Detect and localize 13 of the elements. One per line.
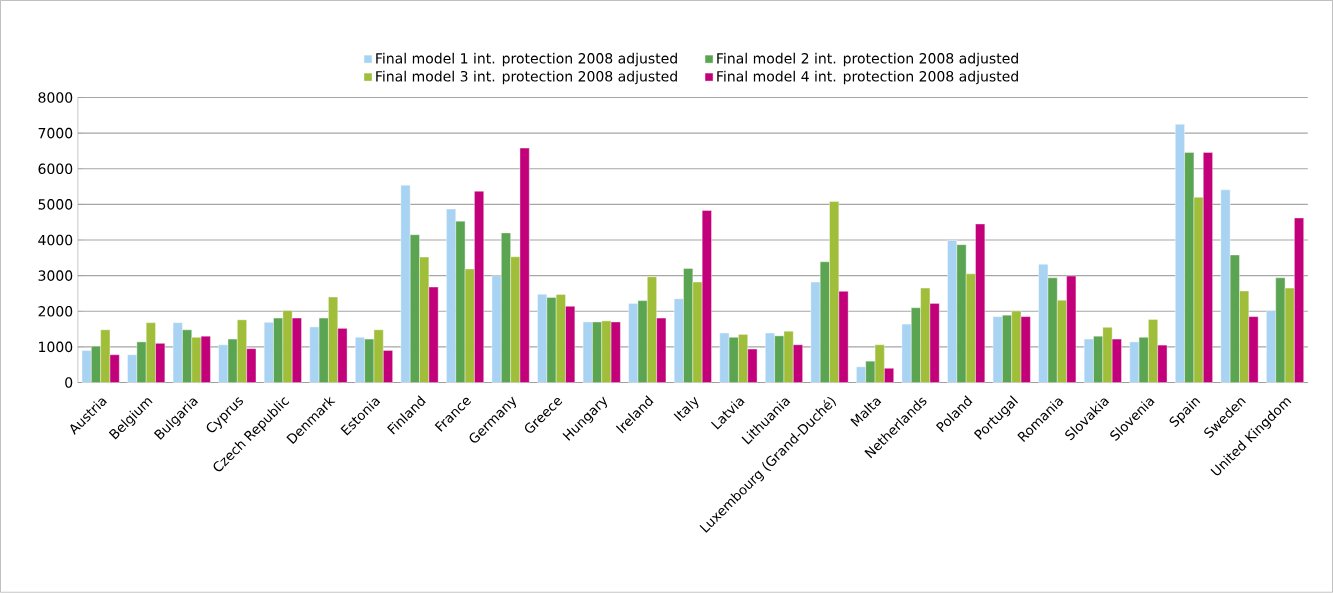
legend-label: Final model 3 int. protection 2008 adjusted xyxy=(376,70,677,85)
legend-label: Final model 4 int. protection 2008 adjusted xyxy=(717,70,1018,85)
y-tick-label: 8000 xyxy=(38,92,73,103)
y-tick-label: 1000 xyxy=(39,341,73,353)
y-tick-label: 6000 xyxy=(38,163,73,175)
y-tick-label: 5000 xyxy=(38,199,73,210)
legend-label: Final model 1 int. protection 2008 adjusted xyxy=(376,52,677,67)
y-tick-label: 4000 xyxy=(38,234,73,246)
y-tick-label: 2000 xyxy=(38,306,73,317)
y-tick-label: 7000 xyxy=(38,128,73,139)
y-tick-label: 3000 xyxy=(38,270,73,282)
legend-label: Final model 2 int. protection 2008 adjusted xyxy=(717,52,1018,67)
y-tick-label: 0 xyxy=(65,377,73,388)
